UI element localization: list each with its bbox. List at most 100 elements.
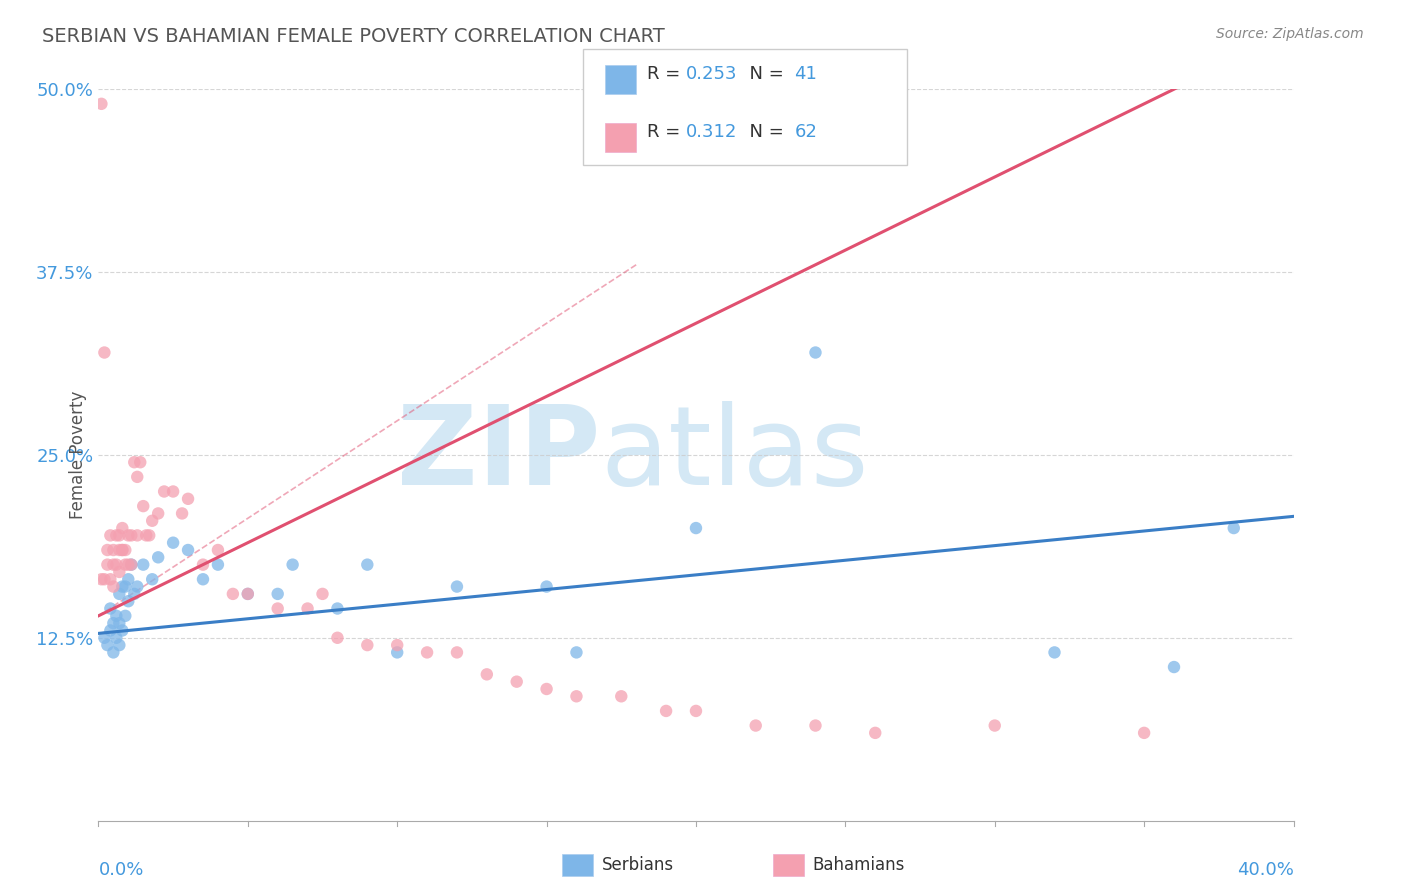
Text: ZIP: ZIP bbox=[396, 401, 600, 508]
Point bbox=[111, 543, 134, 558]
Point bbox=[117, 572, 139, 586]
Point bbox=[111, 521, 134, 535]
Point bbox=[108, 528, 131, 542]
Text: R =: R = bbox=[647, 65, 686, 83]
Text: N =: N = bbox=[738, 123, 790, 141]
Point bbox=[804, 718, 827, 732]
Point bbox=[475, 667, 498, 681]
Text: R =: R = bbox=[647, 123, 686, 141]
Text: Bahamians: Bahamians bbox=[813, 855, 905, 874]
Point bbox=[132, 558, 155, 572]
Point bbox=[98, 528, 122, 542]
Point bbox=[105, 608, 128, 623]
Point bbox=[120, 528, 142, 542]
Text: 0.0%: 0.0% bbox=[98, 861, 143, 879]
Point bbox=[236, 587, 259, 601]
Point bbox=[162, 484, 184, 499]
Point bbox=[565, 690, 588, 704]
Point bbox=[267, 601, 290, 615]
Point bbox=[1133, 726, 1156, 740]
Point bbox=[148, 507, 170, 521]
Point bbox=[207, 543, 229, 558]
Text: Serbians: Serbians bbox=[602, 855, 673, 874]
Point bbox=[108, 616, 131, 631]
Point bbox=[114, 608, 136, 623]
Text: N =: N = bbox=[738, 65, 790, 83]
Point bbox=[385, 638, 409, 652]
Point bbox=[120, 558, 142, 572]
Point bbox=[326, 631, 349, 645]
Point bbox=[105, 631, 128, 645]
Text: atlas: atlas bbox=[600, 401, 869, 508]
Point bbox=[416, 645, 439, 659]
Point bbox=[105, 558, 128, 572]
Point bbox=[153, 484, 176, 499]
Point bbox=[865, 726, 887, 740]
Point bbox=[804, 345, 827, 359]
Point bbox=[191, 558, 214, 572]
Point bbox=[103, 645, 125, 659]
Point bbox=[93, 345, 115, 359]
Text: 0.253: 0.253 bbox=[686, 65, 738, 83]
Point bbox=[177, 543, 200, 558]
Point bbox=[93, 631, 115, 645]
Point bbox=[267, 587, 290, 601]
Point bbox=[105, 528, 128, 542]
Point bbox=[127, 528, 149, 542]
Point bbox=[138, 528, 160, 542]
Text: 0.312: 0.312 bbox=[686, 123, 738, 141]
Point bbox=[745, 718, 768, 732]
Point bbox=[162, 535, 184, 549]
Point bbox=[98, 572, 122, 586]
Y-axis label: Female Poverty: Female Poverty bbox=[69, 391, 87, 519]
Point bbox=[117, 528, 139, 542]
Point bbox=[685, 704, 707, 718]
Point bbox=[114, 558, 136, 572]
Point bbox=[1223, 521, 1246, 535]
Point bbox=[127, 580, 149, 594]
Point bbox=[124, 455, 146, 469]
Point bbox=[90, 96, 112, 111]
Point bbox=[281, 558, 304, 572]
Point bbox=[103, 543, 125, 558]
Point bbox=[207, 558, 229, 572]
Point bbox=[446, 645, 468, 659]
Text: Source: ZipAtlas.com: Source: ZipAtlas.com bbox=[1216, 27, 1364, 41]
Point bbox=[311, 587, 333, 601]
Point bbox=[96, 638, 118, 652]
Point bbox=[685, 521, 707, 535]
Point bbox=[120, 558, 142, 572]
Point bbox=[93, 572, 115, 586]
Point bbox=[108, 565, 131, 579]
Point bbox=[610, 690, 633, 704]
Point bbox=[98, 601, 122, 615]
Text: 62: 62 bbox=[794, 123, 817, 141]
Point bbox=[326, 601, 349, 615]
Point bbox=[356, 638, 378, 652]
Point bbox=[297, 601, 319, 615]
Point bbox=[132, 499, 155, 513]
Point bbox=[96, 558, 118, 572]
Point bbox=[191, 572, 214, 586]
Point bbox=[536, 681, 558, 696]
Point bbox=[117, 594, 139, 608]
Point bbox=[124, 587, 146, 601]
Point bbox=[111, 624, 134, 638]
Point bbox=[177, 491, 200, 506]
Text: 40.0%: 40.0% bbox=[1237, 861, 1294, 879]
Point bbox=[108, 543, 131, 558]
Point bbox=[565, 645, 588, 659]
Point bbox=[90, 572, 112, 586]
Point bbox=[127, 470, 149, 484]
Point bbox=[236, 587, 259, 601]
Text: SERBIAN VS BAHAMIAN FEMALE POVERTY CORRELATION CHART: SERBIAN VS BAHAMIAN FEMALE POVERTY CORRE… bbox=[42, 27, 665, 45]
Point bbox=[536, 580, 558, 594]
Text: 41: 41 bbox=[794, 65, 817, 83]
Point bbox=[108, 587, 131, 601]
Point bbox=[141, 514, 163, 528]
Point bbox=[98, 624, 122, 638]
Point bbox=[356, 558, 378, 572]
Point bbox=[129, 455, 152, 469]
Point bbox=[1043, 645, 1066, 659]
Point bbox=[506, 674, 529, 689]
